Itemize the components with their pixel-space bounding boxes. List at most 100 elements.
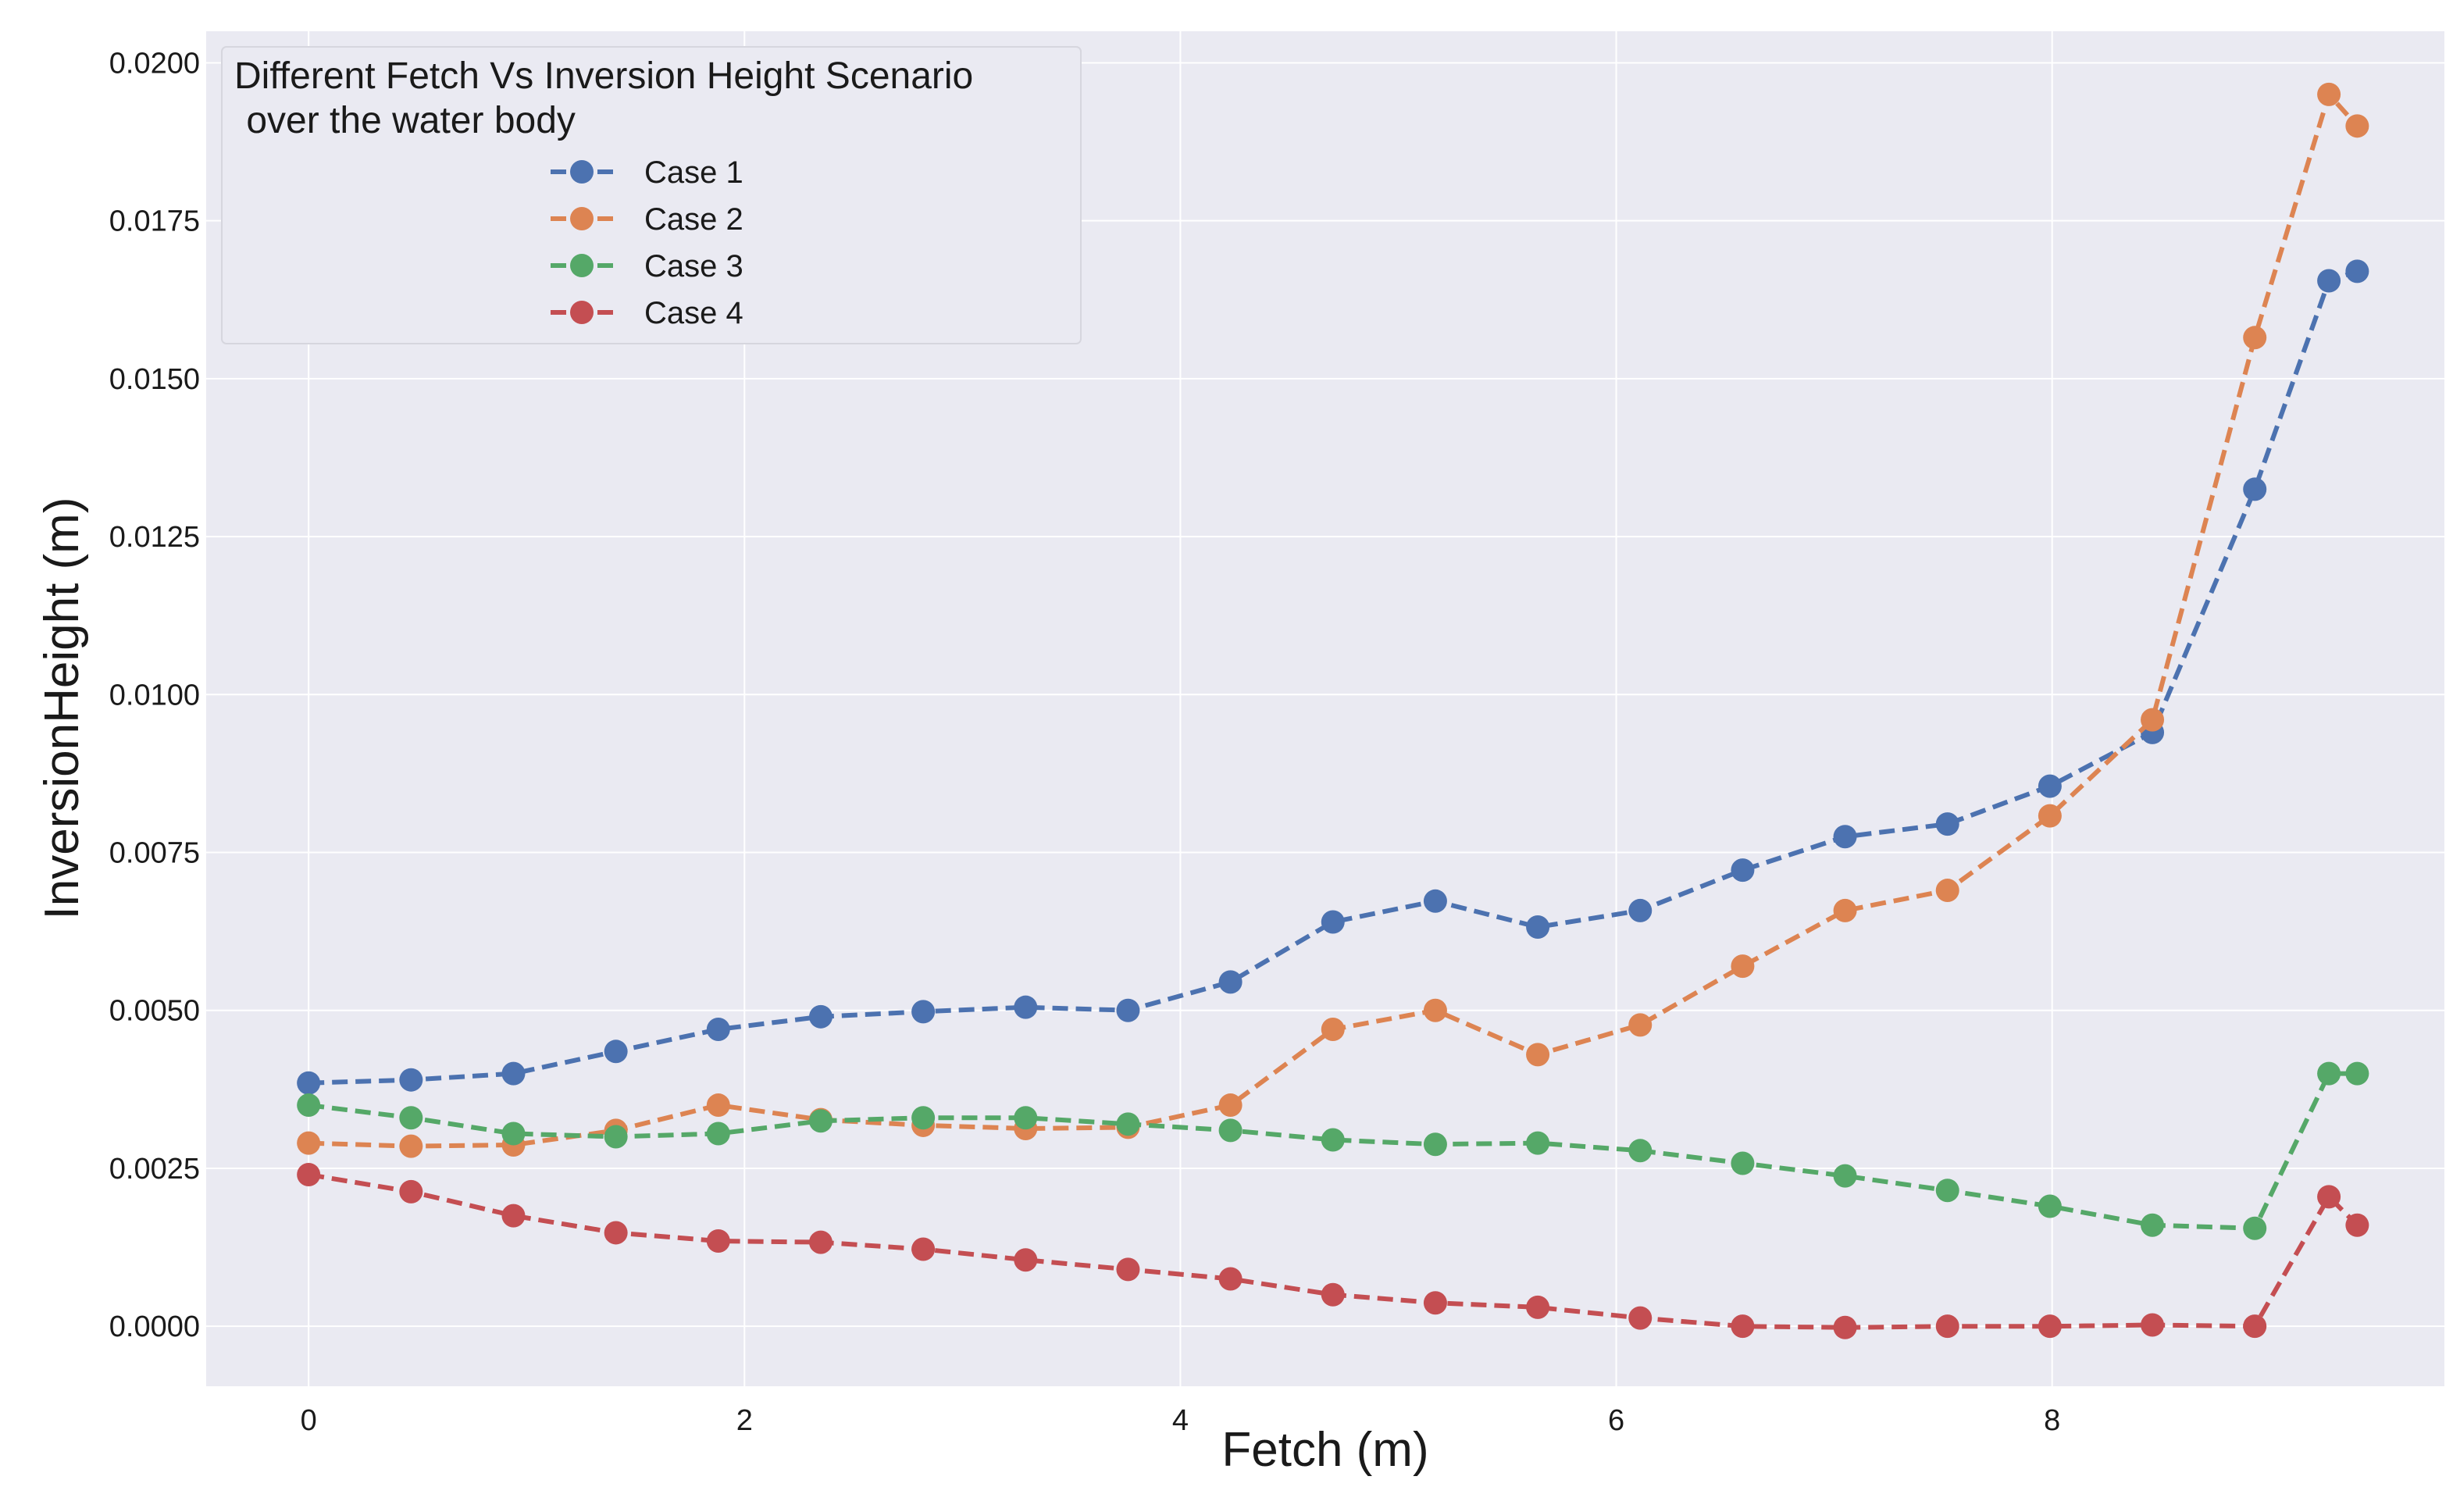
y-tick-label: 0.0125: [109, 521, 200, 554]
data-point: [297, 1071, 321, 1095]
data-point: [1731, 858, 1755, 883]
data-point: [1526, 1043, 1550, 1067]
y-tick-label: 0.0025: [109, 1153, 200, 1186]
data-point: [706, 1122, 730, 1146]
data-point: [2038, 804, 2062, 828]
legend-entry: Case 2: [551, 202, 743, 237]
data-point: [1526, 1295, 1550, 1319]
data-point: [399, 1134, 423, 1158]
data-point: [1833, 898, 1857, 922]
data-point: [1833, 1164, 1857, 1188]
data-point: [2243, 1314, 2267, 1339]
legend-marker: [570, 207, 594, 230]
data-point: [604, 1040, 628, 1064]
data-point: [2141, 1213, 2165, 1237]
data-point: [1218, 970, 1243, 994]
legend-marker: [570, 160, 594, 184]
data-point: [1014, 1106, 1038, 1130]
legend-title-line2: over the water body: [236, 100, 576, 141]
x-axis-title: Fetch (m): [1221, 1423, 1428, 1477]
data-point: [1014, 1248, 1038, 1272]
series-4: [297, 1163, 2369, 1339]
data-point: [1423, 1291, 1447, 1315]
y-tick-label: 0.0150: [109, 363, 200, 396]
data-point: [2141, 708, 2165, 732]
data-point: [1321, 1017, 1345, 1041]
series-line: [308, 269, 2359, 1086]
data-point: [1935, 879, 1959, 903]
legend-marker: [570, 254, 594, 277]
legend-entry: Case 1: [551, 155, 743, 190]
data-point: [2317, 1061, 2341, 1086]
series-lines: [297, 82, 2369, 1339]
y-tick-label: 0.0050: [109, 995, 200, 1028]
data-point: [1116, 998, 1140, 1022]
data-point: [808, 1230, 833, 1254]
data-point: [1628, 1139, 1653, 1163]
data-point: [706, 1017, 730, 1041]
data-point: [2243, 326, 2267, 350]
legend-entries: Case 1 Case 2 Case 3 Case 4: [551, 155, 743, 330]
legend-title-line1: Different Fetch Vs Inversion Height Scen…: [234, 55, 973, 97]
legend-label: Case 1: [644, 155, 743, 190]
data-point: [1731, 1151, 1755, 1175]
data-point: [1628, 1306, 1653, 1330]
data-point: [2345, 259, 2369, 284]
data-point: [1321, 910, 1345, 934]
y-tick-label: 0.0000: [109, 1311, 200, 1343]
data-point: [501, 1061, 526, 1086]
data-point: [1833, 1315, 1857, 1339]
data-point: [1218, 1093, 1243, 1118]
data-point: [2317, 269, 2341, 293]
data-point: [706, 1093, 730, 1118]
data-point: [2317, 1185, 2341, 1209]
legend: Different Fetch Vs Inversion Height Scen…: [221, 46, 1082, 344]
data-point: [1628, 898, 1653, 922]
data-point: [1731, 954, 1755, 979]
data-point: [2345, 1061, 2369, 1086]
data-point: [1935, 812, 1959, 836]
data-point: [911, 1237, 936, 1261]
data-point: [2243, 1216, 2267, 1240]
data-point: [604, 1125, 628, 1149]
x-tick-label: 2: [736, 1404, 753, 1437]
data-point: [501, 1122, 526, 1146]
data-point: [1423, 1132, 1447, 1157]
grid-lines: [206, 31, 2444, 1386]
legend-label: Case 2: [644, 202, 743, 237]
x-tick-label: 0: [301, 1404, 317, 1437]
legend-entry: Case 3: [551, 249, 743, 284]
series-line: [308, 1071, 2358, 1231]
data-point: [297, 1093, 321, 1118]
data-point: [2141, 1313, 2165, 1337]
legend-entry: Case 4: [551, 296, 743, 330]
y-tick-label: 0.0075: [109, 837, 200, 870]
data-point: [1526, 1131, 1550, 1155]
series-3: [297, 1061, 2369, 1240]
x-tick-label: 6: [1608, 1404, 1624, 1437]
data-point: [1423, 889, 1447, 913]
data-point: [2345, 1213, 2369, 1237]
data-point: [399, 1179, 423, 1204]
data-point: [2038, 1194, 2062, 1218]
data-point: [1628, 1013, 1653, 1037]
data-point: [808, 1004, 833, 1029]
legend-marker: [570, 301, 594, 324]
data-point: [1116, 1112, 1140, 1136]
data-point: [1014, 995, 1038, 1019]
data-point: [1731, 1314, 1755, 1339]
y-tick-label: 0.0100: [109, 679, 200, 711]
data-point: [399, 1068, 423, 1092]
series-line: [308, 89, 2359, 1149]
data-point: [297, 1163, 321, 1187]
y-axis-title: InversionHeight (m): [35, 497, 89, 920]
data-point: [1423, 998, 1447, 1022]
data-point: [604, 1221, 628, 1245]
data-point: [2038, 774, 2062, 798]
legend-box: [221, 46, 1082, 344]
y-tick-label: 0.0175: [109, 205, 200, 238]
y-tick-label: 0.0200: [109, 47, 200, 80]
legend-label: Case 4: [644, 296, 743, 330]
data-point: [706, 1228, 730, 1253]
